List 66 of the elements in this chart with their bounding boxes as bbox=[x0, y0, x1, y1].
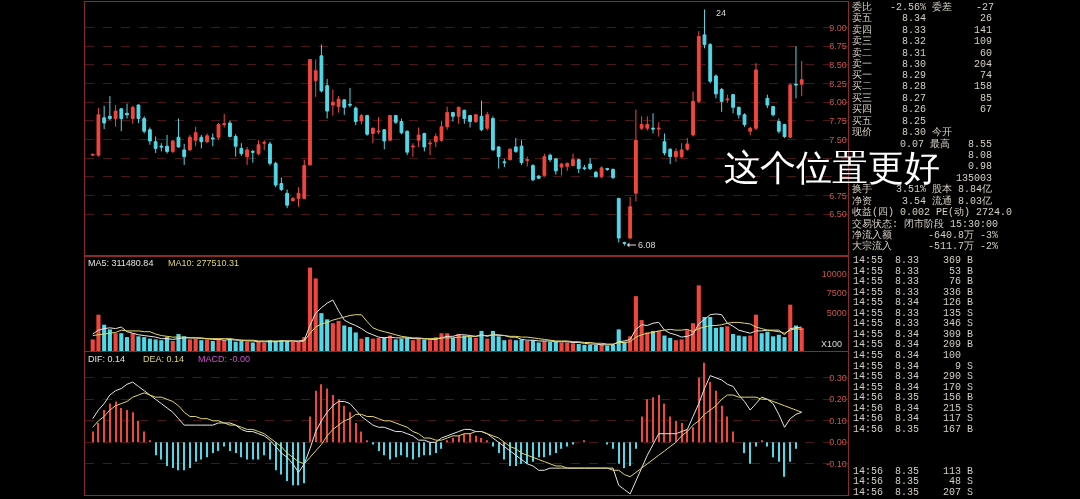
annotation: MACD: -0.00 bbox=[198, 354, 251, 364]
y-tick-label: -0.10 bbox=[826, 458, 847, 469]
y-axis-title: X100 bbox=[821, 339, 843, 349]
y-tick-label: 6.75 bbox=[829, 190, 847, 201]
y-tick-label: 7500 bbox=[826, 288, 847, 299]
text: 买五 8.25 bbox=[852, 116, 927, 127]
text: 14:55 8.33 346 S bbox=[853, 318, 974, 329]
y-tick-label: 0.30 bbox=[829, 372, 847, 383]
y-tick-label: 7.75 bbox=[829, 115, 847, 126]
text: 14:56 8.34 215 S bbox=[853, 403, 974, 414]
text: 委比 -2.56% 委差 -27 bbox=[852, 2, 995, 13]
y-tick-label: 8.75 bbox=[829, 41, 847, 52]
text: 买三 8.27 85 bbox=[852, 93, 993, 104]
y-tick-label: 5000 bbox=[826, 307, 847, 318]
annotation: 24 bbox=[716, 8, 727, 18]
text: 14:55 8.34 9 S bbox=[853, 361, 974, 372]
text: 买二 8.28 158 bbox=[852, 81, 993, 92]
text: 0.98 bbox=[968, 161, 993, 172]
text: 14:56 8.34 117 S bbox=[853, 413, 974, 424]
text: 现价 8.30 今开 bbox=[852, 127, 953, 138]
text: 卖三 8.32 109 bbox=[852, 36, 993, 47]
text: 收益(四) 0.002 PE(动) 2724.0 bbox=[852, 207, 1013, 218]
text: 卖二 8.31 60 bbox=[852, 48, 993, 59]
text: MA5: 311480.84 bbox=[88, 258, 154, 268]
text: 14:55 8.34 309 B bbox=[853, 329, 974, 340]
y-tick-label: 0.10 bbox=[829, 415, 847, 426]
text: 14:55 8.33 336 B bbox=[853, 287, 974, 298]
text: 14:56 8.35 156 B bbox=[853, 392, 974, 403]
text: 买四 8.26 67 bbox=[852, 104, 993, 115]
y-tick-label: 9.00 bbox=[829, 22, 847, 33]
y-tick-label: 8.00 bbox=[829, 97, 847, 108]
y-tick-label: 0.20 bbox=[829, 394, 847, 405]
text: 卖五 8.34 26 bbox=[852, 13, 993, 24]
y-tick-label: 6.50 bbox=[829, 209, 847, 220]
text: 买一 8.29 74 bbox=[852, 70, 993, 81]
text: 0.07 最高 8.55 bbox=[900, 139, 993, 150]
text: 14:55 8.33 369 B bbox=[853, 255, 974, 266]
text: 14:55 8.34 209 B bbox=[853, 339, 974, 350]
text: 14:55 8.34 126 B bbox=[853, 297, 974, 308]
text: 14:56 8.35 48 S bbox=[853, 476, 974, 487]
text: 14:55 8.34 170 S bbox=[853, 382, 974, 393]
y-tick-label: 8.50 bbox=[829, 59, 847, 70]
y-tick-label: 0.00 bbox=[829, 437, 847, 448]
text: 14:56 8.35 207 S bbox=[853, 487, 974, 498]
text: DIF: 0.14 bbox=[88, 354, 126, 364]
text: 8.08 bbox=[968, 150, 993, 161]
text: 14:56 8.35 167 B bbox=[853, 424, 974, 435]
text: 14:55 8.33 76 B bbox=[853, 276, 974, 287]
text: 卖一 8.30 204 bbox=[852, 59, 993, 70]
text: 14:55 8.34 100 bbox=[853, 350, 962, 361]
text: 14:55 8.34 290 S bbox=[853, 371, 974, 382]
y-tick-label: 10000 bbox=[821, 268, 847, 279]
annotation: 6.08 bbox=[638, 240, 656, 250]
text: 14:55 8.33 53 B bbox=[853, 266, 974, 277]
text: 14:55 8.33 135 S bbox=[853, 308, 974, 319]
text: 净流入额 -640.8万 -3% bbox=[852, 230, 999, 241]
text: 14:56 8.35 113 B bbox=[853, 466, 974, 477]
text: 交易状态: 闭市阶段 15:30:00 bbox=[852, 219, 999, 230]
y-tick-label: 8.25 bbox=[829, 78, 847, 89]
text: 净资 3.54 流通 8.03亿 bbox=[852, 196, 993, 207]
text: 大宗流入 -511.7万 -2% bbox=[852, 241, 999, 252]
text: DEA: 0.14 bbox=[143, 354, 185, 364]
text: MA10: 277510.31 bbox=[168, 258, 240, 268]
text: 135003 bbox=[956, 173, 993, 184]
y-tick-label: 7.50 bbox=[829, 134, 847, 145]
text: 卖四 8.33 141 bbox=[852, 25, 993, 36]
